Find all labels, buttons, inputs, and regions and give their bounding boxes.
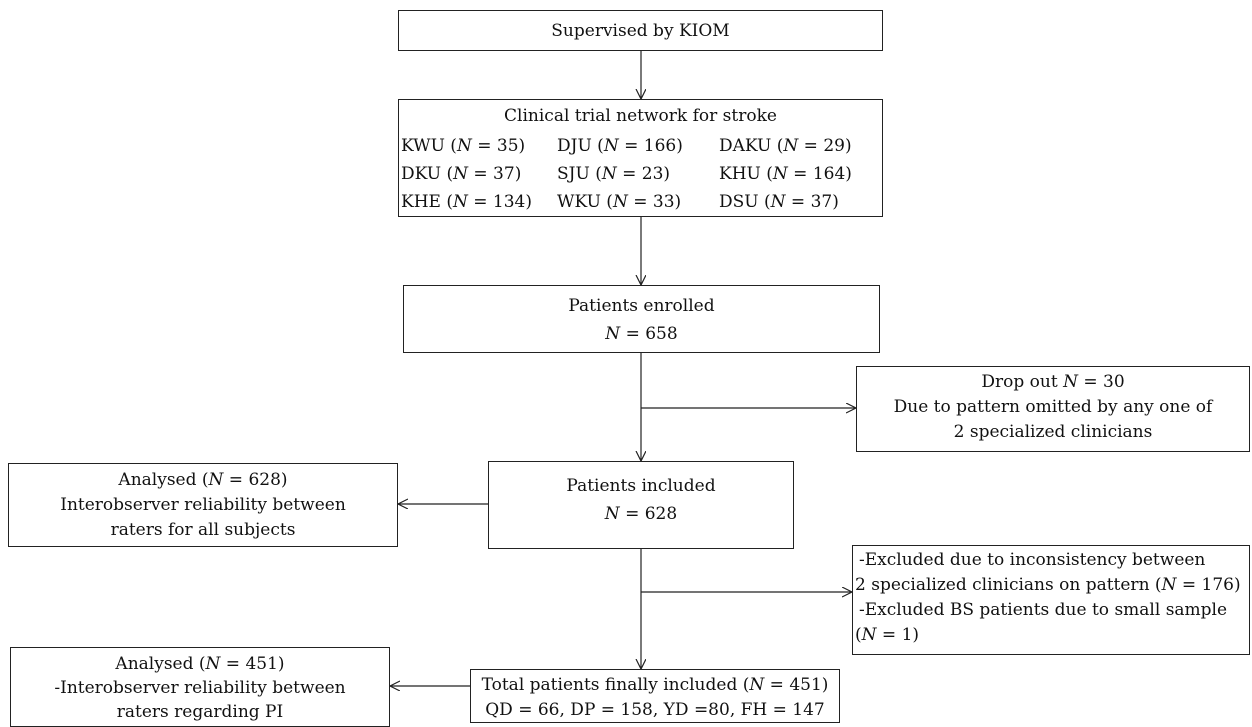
- dropout-count: Drop out N = 30: [981, 372, 1125, 392]
- analysed-all-box: Analysed (N = 628) Interobserver reliabi…: [8, 463, 398, 547]
- network-site: KHU (N = 164): [719, 164, 852, 184]
- analysed-all-count: Analysed (N = 628): [118, 470, 288, 490]
- network-box: Clinical trial network for stroke KWU (N…: [398, 99, 883, 217]
- dropout-reason-2: 2 specialized clinicians: [953, 422, 1153, 442]
- network-site: SJU (N = 23): [557, 164, 671, 184]
- final-count: Total patients finally included (N = 451…: [481, 675, 829, 695]
- supervised-text: Supervised by KIOM: [551, 21, 730, 41]
- analysed-pi-box: Analysed (N = 451) -Interobserver reliab…: [10, 647, 390, 727]
- analysed-pi-desc: -Interobserver reliability between: [54, 678, 346, 698]
- excluded-box: -Excluded due to inconsistency between 2…: [852, 545, 1250, 655]
- supervised-box: Supervised by KIOM: [398, 10, 883, 51]
- excluded-line-2: 2 specialized clinicians on pattern (N =…: [855, 575, 1241, 595]
- analysed-all-desc: Interobserver reliability between: [60, 495, 346, 515]
- enrolled-count: N = 658: [605, 324, 678, 344]
- network-title: Clinical trial network for stroke: [504, 106, 777, 126]
- included-count: N = 628: [604, 504, 678, 524]
- dropout-reason: Due to pattern omitted by any one of: [893, 397, 1213, 417]
- excluded-line-1: -Excluded due to inconsistency between: [859, 550, 1206, 570]
- included-box: Patients included N = 628: [488, 461, 794, 549]
- network-site: DKU (N = 37): [401, 164, 522, 184]
- network-site: KHE (N = 134): [401, 192, 533, 212]
- enrolled-label: Patients enrolled: [568, 296, 715, 316]
- final-breakdown: QD = 66, DP = 158, YD =80, FH = 147: [485, 700, 825, 720]
- network-site: DAKU (N = 29): [719, 136, 852, 156]
- excluded-line-3: -Excluded BS patients due to small sampl…: [859, 600, 1228, 620]
- excluded-line-4: (N = 1): [855, 625, 920, 645]
- network-site: WKU (N = 33): [557, 192, 682, 212]
- network-site: KWU (N = 35): [401, 136, 526, 156]
- network-site: DJU (N = 166): [557, 136, 683, 156]
- analysed-all-desc-2: raters for all subjects: [110, 520, 296, 540]
- dropout-box: Drop out N = 30 Due to pattern omitted b…: [856, 366, 1250, 452]
- analysed-pi-desc-2: raters regarding PI: [116, 702, 284, 722]
- included-label: Patients included: [566, 476, 716, 496]
- analysed-pi-count: Analysed (N = 451): [115, 654, 285, 674]
- network-site: DSU (N = 37): [719, 192, 839, 212]
- final-box: Total patients finally included (N = 451…: [470, 669, 840, 723]
- enrolled-box: Patients enrolled N = 658: [403, 285, 880, 353]
